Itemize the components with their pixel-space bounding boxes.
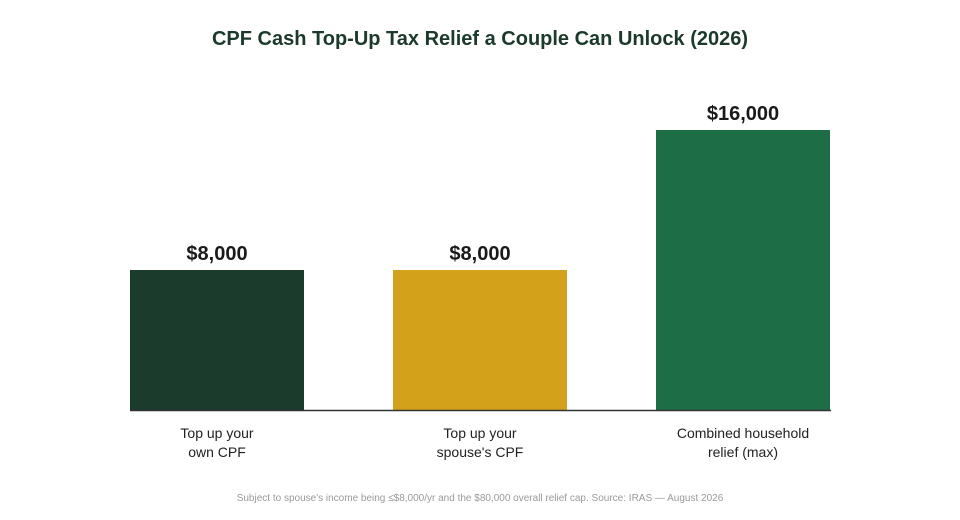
bar-0	[130, 270, 304, 410]
bar-2	[656, 130, 830, 410]
category-label-line: spouse's CPF	[437, 444, 524, 460]
category-label-line: Top up your	[443, 425, 516, 441]
value-label-0: $8,000	[186, 243, 247, 265]
category-label-line: own CPF	[188, 444, 246, 460]
value-label-1: $8,000	[449, 243, 510, 265]
chart-footnote: Subject to spouse's income being ≤$8,000…	[236, 493, 724, 504]
chart-title: CPF Cash Top-Up Tax Relief a Couple Can …	[211, 28, 748, 50]
value-label-2: $16,000	[707, 103, 779, 125]
bar-1	[393, 270, 567, 410]
category-label-1: Top up your spouse's CPF	[437, 425, 524, 460]
category-label-2: Combined household relief (max)	[677, 425, 809, 460]
category-label-line: Top up your	[180, 425, 253, 441]
category-label-line: Combined household	[677, 425, 809, 441]
category-label-line: relief (max)	[708, 444, 778, 460]
category-label-0: Top up your own CPF	[180, 425, 253, 460]
